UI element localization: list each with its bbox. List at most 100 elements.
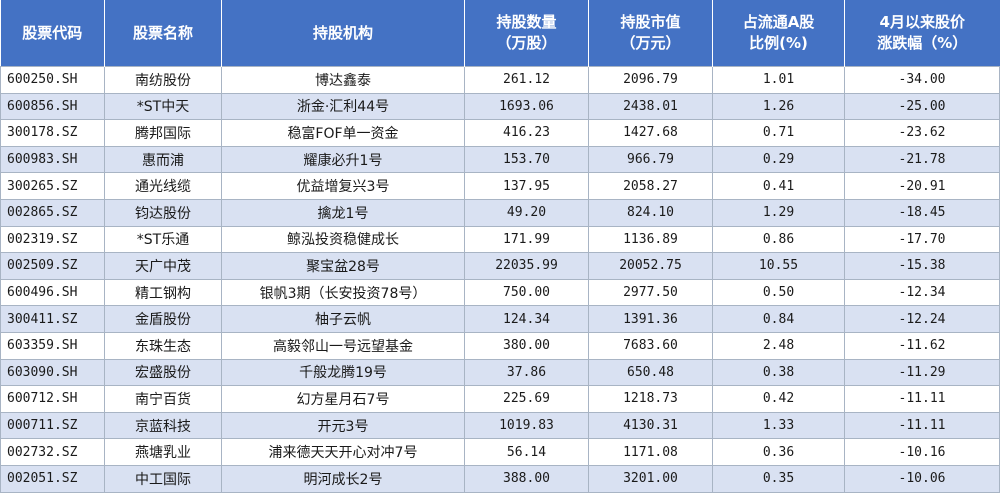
header-code-label: 股票代码 bbox=[22, 23, 83, 42]
table-row: 603090.SH 宏盛股份 千般龙腾19号 37.86 650.48 0.38 -11.2… bbox=[0, 358, 1000, 387]
cell-value: 966.79 bbox=[588, 145, 713, 174]
cell-shares: 416.23 bbox=[464, 119, 589, 147]
cell-institution: 博达鑫泰 bbox=[221, 66, 465, 94]
cell-ratio: 0.41 bbox=[712, 172, 845, 200]
cell-change: -10.16 bbox=[844, 438, 1000, 466]
cell-ratio: 0.29 bbox=[712, 145, 845, 174]
header-value: 持股市值 （万元） bbox=[588, 0, 713, 67]
header-value-line2: （万元） bbox=[620, 34, 681, 52]
cell-name: 金盾股份 bbox=[104, 305, 222, 333]
header-change: 4月以来股价 涨跌幅（%） bbox=[844, 0, 1000, 67]
cell-shares: 56.14 bbox=[464, 438, 589, 466]
cell-ratio: 0.71 bbox=[712, 119, 845, 147]
cell-name: 东珠生态 bbox=[104, 331, 222, 360]
cell-change: -18.45 bbox=[844, 198, 1000, 227]
cell-change: -12.34 bbox=[844, 278, 1000, 307]
cell-value: 1391.36 bbox=[588, 305, 713, 333]
cell-ratio: 2.48 bbox=[712, 331, 845, 360]
cell-code: 002732.SZ bbox=[0, 438, 105, 466]
cell-code: 300411.SZ bbox=[0, 305, 105, 333]
cell-value: 20052.75 bbox=[588, 252, 713, 280]
cell-name: 通光线缆 bbox=[104, 172, 222, 200]
table-row: 603359.SH 东珠生态 高毅邻山一号远望基金 380.00 7683.60 2.48… bbox=[0, 331, 1000, 360]
cell-change: -12.24 bbox=[844, 305, 1000, 333]
cell-institution: 柚子云帆 bbox=[221, 305, 465, 333]
cell-value: 650.48 bbox=[588, 358, 713, 387]
cell-value: 1136.89 bbox=[588, 225, 713, 254]
header-ratio: 占流通A股 比例(%) bbox=[712, 0, 845, 67]
cell-ratio: 1.01 bbox=[712, 66, 845, 94]
cell-value: 7683.60 bbox=[588, 331, 713, 360]
cell-value: 1427.68 bbox=[588, 119, 713, 147]
cell-shares: 137.95 bbox=[464, 172, 589, 200]
cell-code: 002319.SZ bbox=[0, 225, 105, 254]
cell-code: 600856.SH bbox=[0, 92, 105, 121]
header-row: 股票代码 股票名称 持股机构 持股数量 （万股） 持股市值 （万元） 占流通A股… bbox=[0, 0, 1000, 67]
cell-value: 3201.00 bbox=[588, 464, 713, 493]
cell-change: -15.38 bbox=[844, 252, 1000, 280]
table-row: 300411.SZ 金盾股份 柚子云帆 124.34 1391.36 0.84 -12.24 bbox=[0, 305, 1000, 333]
cell-change: -10.06 bbox=[844, 464, 1000, 493]
cell-shares: 1693.06 bbox=[464, 92, 589, 121]
cell-change: -11.11 bbox=[844, 411, 1000, 440]
cell-code: 600496.SH bbox=[0, 278, 105, 307]
cell-shares: 1019.83 bbox=[464, 411, 589, 440]
cell-ratio: 0.84 bbox=[712, 305, 845, 333]
cell-shares: 22035.99 bbox=[464, 252, 589, 280]
cell-ratio: 0.35 bbox=[712, 464, 845, 493]
cell-code: 300178.SZ bbox=[0, 119, 105, 147]
cell-name: 南宁百货 bbox=[104, 385, 222, 413]
cell-institution: 明河成长2号 bbox=[221, 464, 465, 493]
table-row: 600856.SH *ST中天 浙金·汇利44号 1693.06 2438.01 1.26… bbox=[0, 92, 1000, 121]
cell-change: -21.78 bbox=[844, 145, 1000, 174]
cell-shares: 37.86 bbox=[464, 358, 589, 387]
header-ratio-line1: 占流通A股 bbox=[742, 13, 815, 31]
table-row: 600496.SH 精工钢构 银帆3期（长安投资78号） 750.00 2977.50 0… bbox=[0, 278, 1000, 307]
cell-institution: 浦来德天天开心对冲7号 bbox=[221, 438, 465, 466]
header-code: 股票代码 bbox=[0, 0, 105, 67]
cell-value: 4130.31 bbox=[588, 411, 713, 440]
table-row: 000711.SZ 京蓝科技 开元3号 1019.83 4130.31 1.33 -11.1… bbox=[0, 411, 1000, 440]
cell-change: -11.62 bbox=[844, 331, 1000, 360]
cell-name: *ST乐通 bbox=[104, 225, 222, 254]
cell-ratio: 1.33 bbox=[712, 411, 845, 440]
header-name: 股票名称 bbox=[104, 0, 222, 67]
cell-shares: 225.69 bbox=[464, 385, 589, 413]
cell-ratio: 0.36 bbox=[712, 438, 845, 466]
cell-institution: 耀康必升1号 bbox=[221, 145, 465, 174]
cell-ratio: 0.42 bbox=[712, 385, 845, 413]
cell-name: 惠而浦 bbox=[104, 145, 222, 174]
cell-ratio: 1.26 bbox=[712, 92, 845, 121]
cell-institution: 开元3号 bbox=[221, 411, 465, 440]
cell-change: -11.29 bbox=[844, 358, 1000, 387]
cell-code: 600712.SH bbox=[0, 385, 105, 413]
cell-code: 600250.SH bbox=[0, 66, 105, 94]
cell-name: 钧达股份 bbox=[104, 198, 222, 227]
table-row: 600712.SH 南宁百货 幻方星月石7号 225.69 1218.73 0.42 -11… bbox=[0, 385, 1000, 413]
table-row: 002051.SZ 中工国际 明河成长2号 388.00 3201.00 0.35 -10.… bbox=[0, 464, 1000, 493]
cell-change: -17.70 bbox=[844, 225, 1000, 254]
cell-institution: 擒龙1号 bbox=[221, 198, 465, 227]
cell-value: 1218.73 bbox=[588, 385, 713, 413]
table-row: 002319.SZ *ST乐通 鲸泓投资稳健成长 171.99 1136.89 0.86-… bbox=[0, 225, 1000, 254]
cell-institution: 高毅邻山一号远望基金 bbox=[221, 331, 465, 360]
cell-shares: 261.12 bbox=[464, 66, 589, 94]
cell-code: 002509.SZ bbox=[0, 252, 105, 280]
header-value-line1: 持股市值 bbox=[620, 13, 681, 31]
cell-ratio: 1.29 bbox=[712, 198, 845, 227]
cell-shares: 380.00 bbox=[464, 331, 589, 360]
cell-institution: 聚宝盆28号 bbox=[221, 252, 465, 280]
table-body: 600250.SH 南纺股份 博达鑫泰 261.12 2096.79 1.01 -34.00… bbox=[0, 66, 1000, 493]
header-institution-label: 持股机构 bbox=[312, 23, 373, 42]
header-change-line1: 4月以来股价 bbox=[879, 13, 965, 31]
cell-name: 中工国际 bbox=[104, 464, 222, 493]
cell-ratio: 0.86 bbox=[712, 225, 845, 254]
cell-shares: 153.70 bbox=[464, 145, 589, 174]
cell-ratio: 0.38 bbox=[712, 358, 845, 387]
cell-name: 京蓝科技 bbox=[104, 411, 222, 440]
cell-change: -23.62 bbox=[844, 119, 1000, 147]
cell-institution: 浙金·汇利44号 bbox=[221, 92, 465, 121]
cell-value: 1171.08 bbox=[588, 438, 713, 466]
table-row: 300178.SZ 腾邦国际 稳富FOF单一资金 416.23 1427.68 0.71-… bbox=[0, 119, 1000, 147]
